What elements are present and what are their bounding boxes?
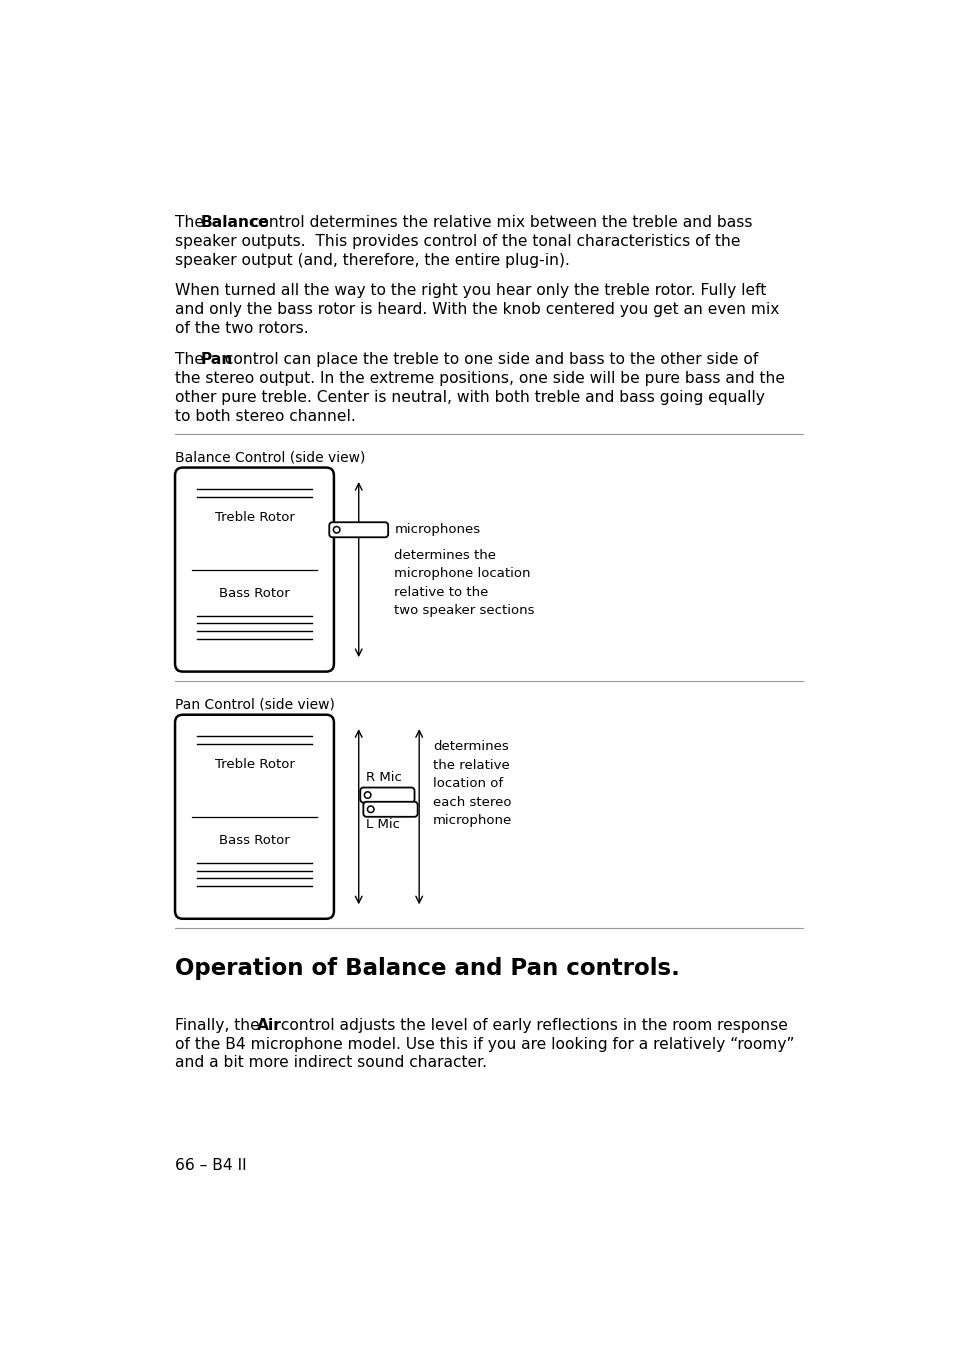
FancyBboxPatch shape — [174, 467, 334, 672]
Text: Balance Control (side view): Balance Control (side view) — [174, 451, 365, 464]
FancyBboxPatch shape — [360, 788, 415, 803]
Text: Bass Rotor: Bass Rotor — [219, 834, 290, 846]
Text: Balance: Balance — [200, 215, 269, 230]
Text: determines the
microphone location
relative to the
two speaker sections: determines the microphone location relat… — [394, 548, 535, 617]
Text: other pure treble. Center is neutral, with both treble and bass going equally: other pure treble. Center is neutral, wi… — [174, 390, 764, 405]
FancyBboxPatch shape — [174, 715, 334, 919]
Text: 66 – B4 II: 66 – B4 II — [174, 1158, 247, 1173]
Text: and only the bass rotor is heard. With the knob centered you get an even mix: and only the bass rotor is heard. With t… — [174, 302, 779, 317]
Text: When turned all the way to the right you hear only the treble rotor. Fully left: When turned all the way to the right you… — [174, 283, 765, 298]
Text: Treble Rotor: Treble Rotor — [214, 510, 294, 524]
Text: Operation of Balance and Pan controls.: Operation of Balance and Pan controls. — [174, 957, 679, 980]
FancyBboxPatch shape — [363, 802, 417, 816]
Text: L Mic: L Mic — [366, 818, 400, 831]
Text: of the B4 microphone model. Use this if you are looking for a relatively “roomy”: of the B4 microphone model. Use this if … — [174, 1037, 794, 1052]
Text: determines
the relative
location of
each stereo
microphone: determines the relative location of each… — [433, 741, 512, 827]
Text: Bass Rotor: Bass Rotor — [219, 586, 290, 600]
Text: the stereo output. In the extreme positions, one side will be pure bass and the: the stereo output. In the extreme positi… — [174, 371, 784, 386]
Text: of the two rotors.: of the two rotors. — [174, 321, 309, 336]
Text: speaker output (and, therefore, the entire plug-in).: speaker output (and, therefore, the enti… — [174, 253, 569, 268]
Text: Pan: Pan — [200, 352, 233, 367]
Text: control determines the relative mix between the treble and bass: control determines the relative mix betw… — [246, 215, 752, 230]
FancyBboxPatch shape — [329, 523, 388, 538]
Text: Treble Rotor: Treble Rotor — [214, 758, 294, 770]
Text: control adjusts the level of early reflections in the room response: control adjusts the level of early refle… — [276, 1018, 787, 1033]
Text: and a bit more indirect sound character.: and a bit more indirect sound character. — [174, 1056, 487, 1071]
Text: to both stereo channel.: to both stereo channel. — [174, 409, 355, 424]
Text: The: The — [174, 352, 209, 367]
Text: R Mic: R Mic — [366, 772, 402, 784]
Text: Air: Air — [256, 1018, 281, 1033]
Text: The: The — [174, 215, 209, 230]
Text: Finally, the: Finally, the — [174, 1018, 264, 1033]
Text: Pan Control (side view): Pan Control (side view) — [174, 697, 335, 712]
Text: speaker outputs.  This provides control of the tonal characteristics of the: speaker outputs. This provides control o… — [174, 234, 740, 249]
Text: control can place the treble to one side and bass to the other side of: control can place the treble to one side… — [219, 352, 758, 367]
Text: microphones: microphones — [394, 523, 480, 536]
